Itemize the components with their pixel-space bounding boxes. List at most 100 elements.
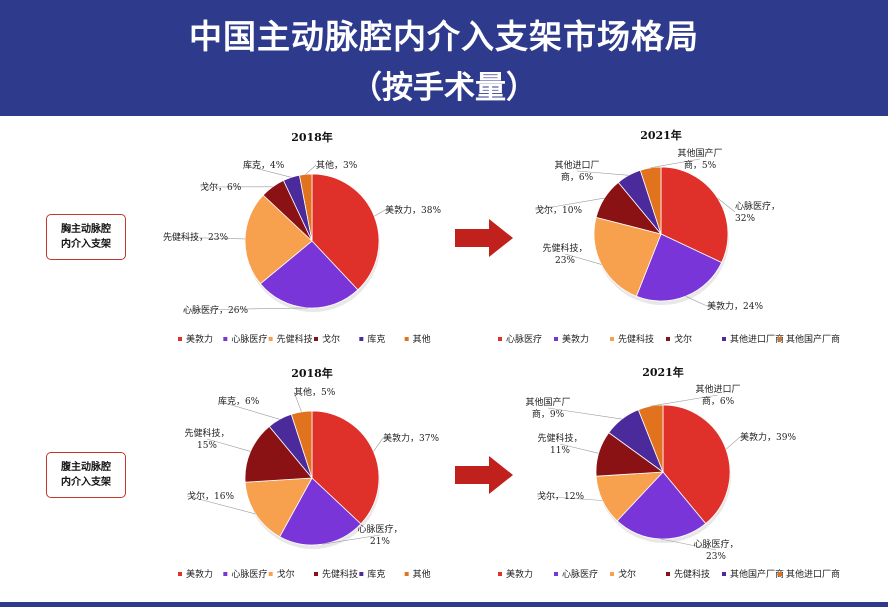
leader-line (162, 236, 246, 240)
legend-item: 戈尔 (674, 333, 692, 345)
legend-item: 库克 (367, 568, 385, 580)
leader-line (650, 394, 719, 407)
legend-swatch (778, 572, 782, 576)
legend-item: 先健科技 (674, 568, 710, 580)
legend-swatch (178, 337, 182, 341)
segment-label-line: 腹主动脉腔 (61, 462, 111, 473)
data-label: 先健科技，23% (542, 242, 587, 266)
data-label: 其他进口厂商，6% (554, 159, 599, 183)
legend-item: 心脉医疗 (231, 333, 267, 345)
data-label: 戈尔，6% (200, 181, 242, 193)
legend-item: 其他 (413, 568, 431, 580)
pie-slice (660, 166, 729, 264)
legend-swatch (722, 572, 726, 576)
legend-swatch (404, 337, 409, 341)
leader-line (547, 407, 622, 420)
data-label: 其他国产厂商，9% (525, 396, 570, 420)
chart-title: 2021年 (642, 365, 684, 379)
right-arrow-icon (455, 456, 513, 494)
legend-item: 美敦力 (562, 333, 589, 345)
leader-line (685, 296, 708, 307)
data-label: 美敦力，38% (385, 204, 441, 216)
data-label: 戈尔，12% (537, 490, 584, 502)
legend-item: 库克 (367, 333, 385, 345)
data-label: 先健科技， 15% (184, 427, 229, 451)
data-label: 心脉医疗， 23% (693, 538, 738, 562)
legend-item: 心脉医疗 (506, 333, 542, 345)
data-label: 其他国产厂商，5% (677, 147, 722, 171)
pie-slice (279, 477, 362, 546)
data-label: 心脉医疗，26% (183, 304, 248, 316)
page-title: 中国主动脉腔内介入支架市场格局 (189, 17, 699, 56)
pie-slice (635, 233, 723, 302)
legend-swatch (666, 572, 670, 576)
segment-label-abdominal: 腹主动脉腔 内介入支架 (46, 452, 126, 498)
legend-swatch (498, 572, 502, 576)
data-label: 其他进口厂商，6% (695, 383, 740, 407)
legend-swatch (610, 337, 614, 341)
leader-line (650, 158, 701, 169)
data-label: 美敦力，39% (740, 431, 796, 443)
legend-item: 戈尔 (322, 333, 340, 345)
leader-line (564, 253, 602, 265)
leader-line (322, 534, 381, 545)
right-arrow-icon (455, 219, 513, 257)
pie-slice (662, 404, 731, 525)
pie-slice (298, 173, 313, 242)
leader-line (725, 436, 741, 450)
legend-item: 先健科技 (322, 568, 358, 580)
leader-line (576, 170, 629, 176)
header-banner: 中国主动脉腔内介入支架市场格局 （按手术量） (0, 0, 888, 116)
segment-label-line: 内介入支架 (61, 239, 111, 250)
pie-slice (244, 425, 313, 483)
data-label: 心脉医疗， 32% (735, 200, 780, 224)
pie-slice (290, 410, 313, 479)
segment-label-thoracic: 胸主动脉腔 内介入支架 (46, 214, 126, 260)
legend-item: 其他进口厂商 (786, 568, 840, 580)
data-label: 心脉医疗， 21% (357, 523, 402, 547)
legend-swatch (404, 572, 409, 576)
bottom-bar (0, 602, 888, 607)
pie-slice (244, 194, 313, 285)
legend-swatch (314, 337, 318, 341)
pie-slice (616, 471, 707, 540)
leader-line (186, 495, 256, 515)
legend-swatch (223, 572, 228, 576)
leader-line (534, 197, 605, 211)
chart-title: 2018年 (291, 366, 333, 380)
leader-line (305, 164, 317, 175)
legend-swatch (268, 337, 273, 341)
data-label: 戈尔，16% (187, 490, 234, 502)
legend-swatch (666, 337, 670, 341)
legend-swatch (359, 572, 364, 576)
leader-line (374, 209, 386, 217)
pie-slice (244, 477, 313, 538)
leader-line (536, 495, 603, 501)
pie-slice (311, 410, 380, 525)
data-label: 先健科技， 11% (537, 432, 582, 456)
leader-line (217, 400, 280, 420)
leader-line (182, 307, 308, 311)
legend-swatch (178, 572, 182, 576)
legend-swatch (610, 572, 614, 576)
legend-item: 心脉医疗 (231, 568, 267, 580)
pie-slice (311, 173, 380, 291)
legend-swatch (223, 337, 228, 341)
legend-item: 其他 (413, 333, 431, 345)
legend-item: 戈尔 (277, 568, 295, 580)
legend-item: 美敦力 (186, 568, 213, 580)
legend-item: 美敦力 (186, 333, 213, 345)
segment-label-line: 胸主动脉腔 (61, 224, 111, 235)
pie-slice (593, 216, 662, 297)
legend-item: 戈尔 (618, 568, 636, 580)
legend-swatch (268, 572, 273, 576)
page-subtitle: （按手术量） (351, 70, 537, 106)
segment-label-line: 内介入支架 (61, 477, 111, 488)
data-label: 库克，6% (218, 395, 260, 407)
data-label: 其他，5% (294, 386, 336, 398)
